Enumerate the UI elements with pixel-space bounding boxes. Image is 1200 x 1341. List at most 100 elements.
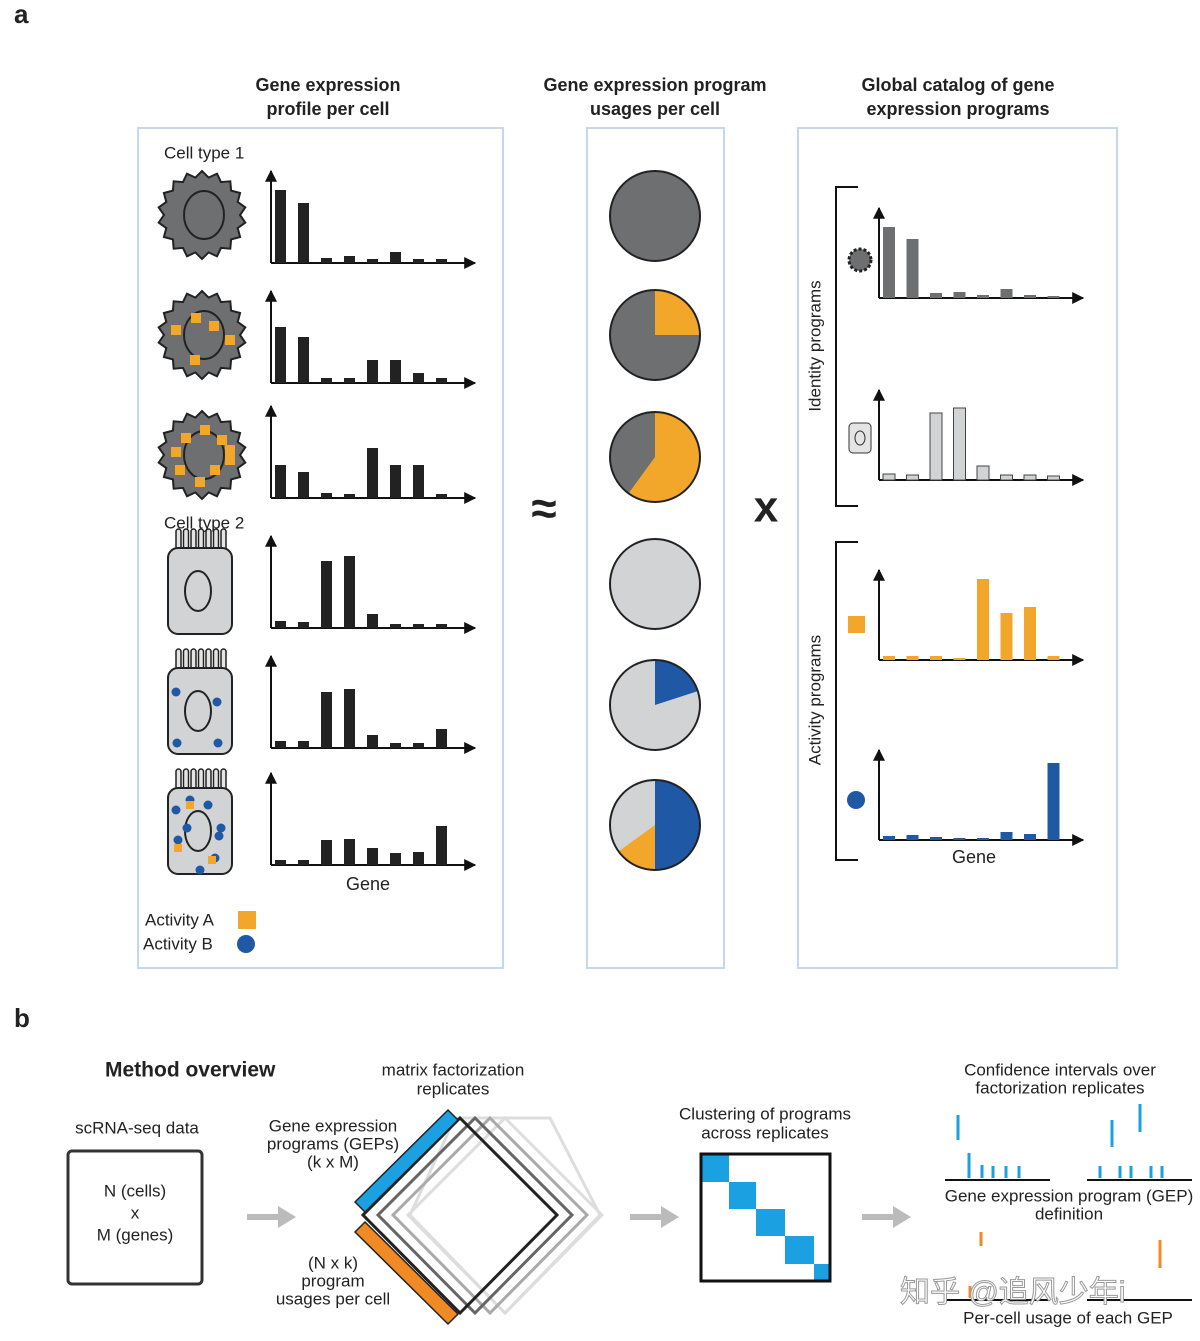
cell-body	[167, 667, 233, 755]
pie-outline	[609, 538, 701, 630]
bar	[906, 656, 919, 660]
bar	[977, 295, 989, 298]
bar	[344, 256, 355, 263]
bar	[436, 378, 447, 383]
bar	[1023, 474, 1037, 481]
frame	[137, 127, 504, 969]
bar	[367, 448, 378, 498]
pie-outline	[609, 411, 701, 503]
column-title: expression programs	[866, 99, 1049, 119]
bar	[298, 203, 309, 263]
bar	[1024, 295, 1036, 298]
section-title: Method overview	[105, 1059, 276, 1082]
bar	[976, 465, 990, 481]
activity-dot	[175, 465, 185, 475]
program-icon	[854, 430, 866, 446]
matrix-text: M (genes)	[97, 1225, 174, 1244]
bar	[883, 227, 895, 298]
legend-swatch	[237, 935, 255, 953]
group-label: Activity programs	[805, 635, 824, 765]
step-title: Clustering of programs	[679, 1104, 851, 1123]
bar	[1047, 763, 1060, 840]
pie-base	[610, 539, 700, 629]
activity-dot	[214, 831, 224, 841]
cell-body	[157, 409, 247, 501]
activity-dot	[182, 823, 192, 833]
bar	[275, 860, 286, 865]
nucleus	[183, 190, 225, 240]
column-title: Gene expression	[255, 75, 400, 95]
bar	[390, 465, 401, 498]
pie-slice	[628, 412, 700, 503]
bar	[930, 293, 942, 298]
bar	[1000, 474, 1013, 481]
activity-dot	[208, 856, 216, 864]
bar	[977, 579, 989, 660]
pie-slice	[655, 290, 700, 335]
bar	[906, 239, 919, 298]
pie-base	[610, 171, 700, 261]
group-label: Identity programs	[805, 280, 824, 411]
cell-body	[157, 289, 247, 381]
bar	[390, 360, 401, 383]
bar	[413, 624, 424, 628]
bar	[344, 378, 355, 383]
activity-dot	[212, 697, 222, 707]
bar	[1047, 656, 1060, 660]
data-matrix	[66, 1149, 204, 1286]
step-title: factorization replicates	[975, 1078, 1144, 1097]
activity-dot	[213, 738, 223, 748]
legend-label: Activity B	[143, 934, 213, 953]
confidence-intervals	[945, 1104, 1192, 1301]
column-title: Gene expression program	[543, 75, 766, 95]
activity-dot	[195, 865, 205, 875]
step-title: across replicates	[701, 1123, 829, 1142]
bar	[1047, 475, 1060, 481]
step-label: (N x k)	[308, 1253, 358, 1272]
bar	[298, 472, 309, 498]
cluster-block	[702, 1155, 729, 1182]
program-icon	[847, 791, 865, 809]
pie-slice	[618, 825, 655, 870]
step-label: Gene expression program (GEP)	[945, 1186, 1194, 1205]
bar	[436, 259, 447, 263]
bar	[436, 494, 447, 498]
activity-dot	[171, 805, 181, 815]
activity-dot	[181, 433, 191, 443]
bar	[906, 835, 919, 840]
bar	[930, 656, 942, 660]
column-title: usages per cell	[590, 99, 720, 119]
cluster-blocks	[702, 1155, 829, 1280]
bar	[275, 465, 286, 498]
activity-dot	[225, 445, 235, 455]
arrow	[278, 1206, 296, 1228]
nucleus	[184, 570, 212, 612]
times-sign: x	[754, 483, 779, 532]
bar	[930, 837, 942, 840]
cell-body	[167, 547, 233, 635]
cell-type-label: Cell type 2	[164, 513, 244, 532]
bar	[413, 852, 424, 865]
bar	[883, 656, 895, 660]
bar	[953, 292, 966, 298]
activity-dot	[171, 447, 181, 457]
bar	[321, 692, 332, 748]
step-label: Per-cell usage of each GEP	[963, 1308, 1173, 1327]
bar	[344, 556, 355, 628]
bar	[321, 493, 332, 498]
column-title: profile per cell	[266, 99, 389, 119]
program-icon	[848, 616, 865, 633]
cluster-matrix	[699, 1152, 832, 1283]
step-title: matrix factorization	[382, 1060, 525, 1079]
bar	[275, 327, 286, 383]
arrow	[893, 1206, 911, 1228]
cluster-block	[814, 1264, 829, 1280]
bar	[298, 741, 309, 748]
bar	[953, 407, 966, 481]
panel-label: a	[14, 0, 29, 29]
activity-dot	[171, 687, 181, 697]
bar	[977, 838, 989, 840]
usage-matrix	[353, 1220, 460, 1326]
activity-dot	[216, 823, 226, 833]
